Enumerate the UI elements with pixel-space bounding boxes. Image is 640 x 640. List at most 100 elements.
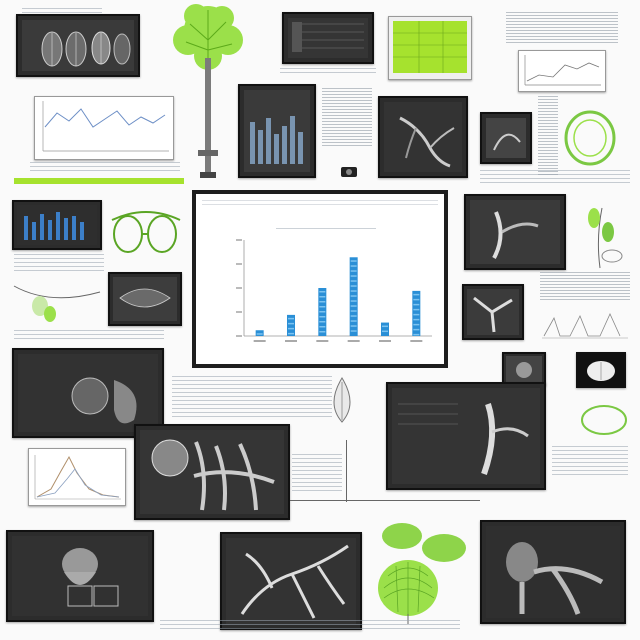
seed-pods-panel [16, 14, 140, 77]
chart-bar [381, 322, 389, 336]
x-tick-mark [347, 340, 360, 342]
dark-data-panel-top [282, 12, 374, 64]
chart-bar-texture [413, 298, 420, 301]
chart-bar-texture [413, 328, 420, 331]
root-scan-panel [220, 532, 362, 630]
x-tick-mark [253, 340, 266, 342]
chart-bar-texture [350, 265, 357, 267]
chart-bar-texture [350, 305, 357, 307]
y-tick-mark [236, 311, 242, 313]
leaf-scan-panel [108, 272, 182, 326]
main-chart-frame [192, 190, 448, 368]
chart-bar-texture [350, 315, 357, 317]
bar-scan-panel [238, 84, 316, 178]
green-rings-right [576, 398, 630, 442]
chart-bar-texture [256, 333, 263, 335]
chart-bar-texture [350, 330, 357, 332]
y-tick-mark [236, 335, 242, 337]
chart-bar-texture [350, 285, 357, 287]
chart-bar-texture [382, 325, 388, 328]
chart-bar-texture [413, 303, 420, 306]
chart-bar-texture [319, 321, 326, 323]
branching-tissue-panel [134, 424, 290, 520]
seed-pods-image [22, 20, 134, 71]
connector-line-v [346, 440, 347, 502]
chart-bar-texture [350, 280, 357, 282]
chart-bar-texture [413, 313, 420, 316]
tree-illustration-icon [162, 0, 254, 182]
y-tick-mark [236, 239, 242, 241]
green-glasses-diagram [106, 204, 186, 262]
column-text-mid [322, 88, 372, 148]
chart-bar [255, 330, 264, 336]
right-mid-text [540, 272, 630, 302]
pear-scan-panel [6, 530, 154, 622]
vascular-scan-panel-2 [464, 194, 566, 270]
chart-bar-texture [288, 332, 294, 335]
chart-bar-texture [350, 260, 357, 262]
text-block-top-right [506, 12, 618, 44]
chart-bar-texture [319, 291, 326, 293]
chart-bar-texture [350, 320, 357, 322]
row4-center-text [172, 376, 332, 420]
seed-pods-green-icon [368, 514, 474, 624]
chart-bar [412, 290, 421, 336]
green-ring-diagram [558, 104, 622, 172]
right-footer-text [480, 170, 630, 184]
chart-bar-texture [413, 323, 420, 326]
bar-chart [236, 239, 432, 342]
y-tick-mark [236, 287, 242, 289]
bottom-text-row [160, 620, 460, 630]
left-caption-row3 [14, 330, 164, 342]
header-text-block [280, 68, 376, 76]
chart-bar-texture [413, 308, 420, 311]
chart-bar-texture [319, 311, 326, 313]
chart-bar-texture [319, 296, 326, 298]
chart-bar-texture [350, 325, 357, 327]
chart-caption [30, 162, 180, 174]
left-mid-text [14, 254, 104, 274]
line-chart-left [34, 96, 174, 160]
chart-bar-texture [350, 300, 357, 302]
cell-scan-panel-large [12, 348, 164, 438]
chart-bar-texture [350, 295, 357, 297]
branch-scan-panel [462, 284, 524, 340]
x-tick-mark [410, 340, 423, 342]
chart-bar-texture [319, 306, 326, 308]
chart-bar-texture [319, 301, 326, 303]
peaks-chart-small [540, 306, 630, 342]
chart-header-text [202, 200, 438, 208]
dark-thumb-panel [480, 112, 532, 164]
line-chart [42, 101, 169, 152]
chart-bar-texture [319, 316, 326, 318]
pod-illustration [322, 374, 362, 426]
blue-bars-panel [12, 200, 102, 250]
right-text-column [538, 96, 558, 176]
chart-bar-texture [350, 310, 357, 312]
chart-bar-texture [319, 331, 326, 333]
pumpkin-thumb-panel [576, 352, 626, 388]
chart-bar-texture [288, 322, 294, 325]
vascular-scan-panel-1 [378, 96, 468, 178]
chart-bar [287, 314, 295, 336]
chart-bar-texture [413, 333, 420, 336]
line-chart-peak [28, 448, 126, 506]
chart-bar-texture [413, 318, 420, 321]
chart-bar-texture [288, 317, 294, 320]
stump-scan-panel [480, 520, 626, 624]
x-tick-mark [285, 340, 297, 342]
x-tick-mark [379, 340, 391, 342]
green-spreadsheet-panel [388, 16, 472, 80]
row5-center-text [292, 454, 342, 494]
chart-bar-texture [413, 293, 420, 296]
stem-scan-panel [386, 382, 546, 490]
caption-text-block [22, 8, 102, 13]
dark-thumb-panel-2 [502, 352, 546, 386]
chart-bar-texture [319, 326, 326, 328]
leaf-cluster-icon [10, 276, 110, 324]
chart-bar-texture [350, 290, 357, 292]
chart-bar-texture [288, 327, 294, 330]
chart-bar-texture [350, 275, 357, 277]
y-tick-mark [236, 263, 242, 265]
right-text-row4 [552, 446, 628, 476]
